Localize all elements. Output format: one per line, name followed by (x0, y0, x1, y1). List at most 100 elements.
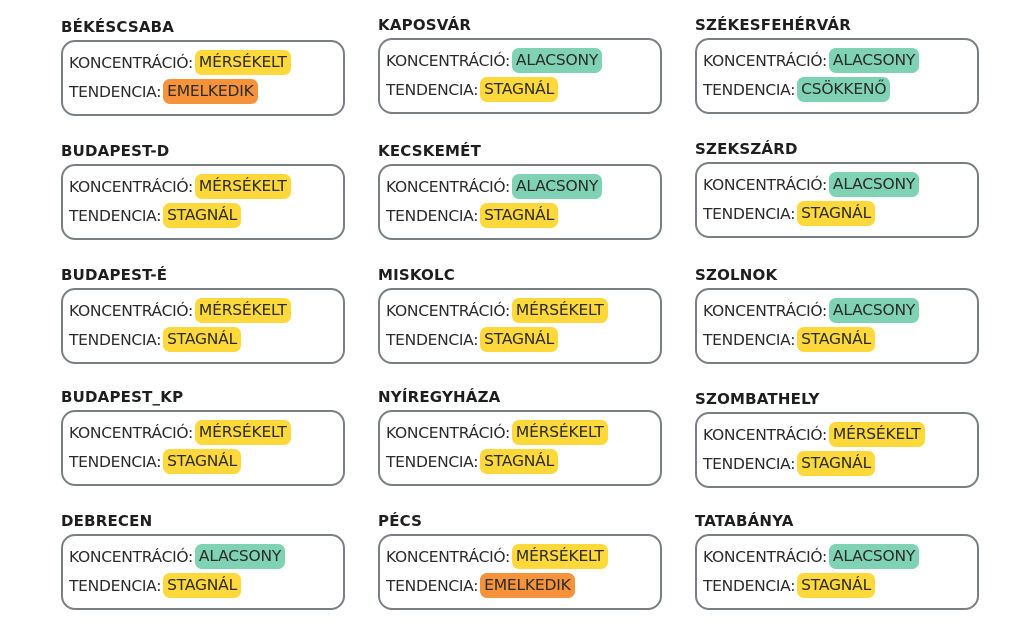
concentration-row: KONCENTRÁCIÓ: ALACSONY (69, 542, 343, 571)
trend-badge: STAGNÁL (480, 77, 559, 102)
trend-label: TENDENCIA: (703, 576, 796, 595)
concentration-label: KONCENTRÁCIÓ: (703, 51, 827, 70)
city-card: KONCENTRÁCIÓ: ALACSONY TENDENCIA: STAGNÁL (695, 162, 979, 238)
concentration-badge: MÉRSÉKELT (194, 174, 291, 199)
city-name: MISKOLC (378, 266, 455, 284)
city-name: BUDAPEST_KP (61, 388, 184, 406)
trend-badge: STAGNÁL (480, 449, 559, 474)
city-name: SZOLNOK (695, 266, 778, 284)
trend-badge: STAGNÁL (797, 201, 876, 226)
trend-label: TENDENCIA: (386, 80, 479, 99)
trend-badge: STAGNÁL (480, 203, 559, 228)
concentration-label: KONCENTRÁCIÓ: (69, 301, 193, 320)
concentration-row: KONCENTRÁCIÓ: ALACSONY (386, 46, 660, 75)
city-block-kecskemet: KECSKEMÉT KONCENTRÁCIÓ: ALACSONY TENDENCI… (378, 142, 668, 240)
city-name: BUDAPEST-É (61, 266, 168, 284)
city-block-bekescsaba: BÉKÉSCSABA KONCENTRÁCIÓ: MÉRSÉKELT TENDEN… (61, 18, 351, 116)
trend-row: TENDENCIA: STAGNÁL (386, 201, 660, 230)
city-block-pecs: PÉCS KONCENTRÁCIÓ: MÉRSÉKELT TENDENCIA: EM… (378, 512, 668, 610)
trend-badge: CSÖKKENŐ (797, 77, 891, 102)
trend-label: TENDENCIA: (386, 330, 479, 349)
concentration-label: KONCENTRÁCIÓ: (69, 53, 193, 72)
concentration-row: KONCENTRÁCIÓ: MÉRSÉKELT (69, 172, 343, 201)
city-card: KONCENTRÁCIÓ: MÉRSÉKELT TENDENCIA: EMELKED… (378, 534, 662, 610)
concentration-label: KONCENTRÁCIÓ: (703, 547, 827, 566)
trend-badge: EMELKEDIK (480, 573, 575, 598)
concentration-badge: ALACSONY (194, 544, 286, 569)
city-card: KONCENTRÁCIÓ: MÉRSÉKELT TENDENCIA: STAGNÁL (61, 288, 345, 364)
concentration-badge: ALACSONY (828, 298, 920, 323)
concentration-label: KONCENTRÁCIÓ: (703, 175, 827, 194)
city-block-debrecen: DEBRECEN KONCENTRÁCIÓ: ALACSONY TENDENCIA… (61, 512, 351, 610)
trend-row: TENDENCIA: STAGNÁL (703, 325, 977, 354)
city-block-szekszard: SZEKSZÁRD KONCENTRÁCIÓ: ALACSONY TENDENCI… (695, 140, 985, 238)
city-card: KONCENTRÁCIÓ: MÉRSÉKELT TENDENCIA: STAGNÁL (61, 410, 345, 486)
city-card: KONCENTRÁCIÓ: MÉRSÉKELT TENDENCIA: STAGNÁL (378, 288, 662, 364)
trend-label: TENDENCIA: (703, 454, 796, 473)
city-card: KONCENTRÁCIÓ: ALACSONY TENDENCIA: STAGNÁL (695, 288, 979, 364)
trend-badge: STAGNÁL (797, 573, 876, 598)
trend-label: TENDENCIA: (69, 452, 162, 471)
trend-row: TENDENCIA: CSÖKKENŐ (703, 75, 977, 104)
trend-label: TENDENCIA: (703, 80, 796, 99)
concentration-label: KONCENTRÁCIÓ: (69, 423, 193, 442)
concentration-row: KONCENTRÁCIÓ: ALACSONY (703, 46, 977, 75)
concentration-badge: ALACSONY (828, 48, 920, 73)
trend-label: TENDENCIA: (386, 576, 479, 595)
trend-label: TENDENCIA: (386, 452, 479, 471)
concentration-badge: MÉRSÉKELT (511, 298, 608, 323)
trend-row: TENDENCIA: EMELKEDIK (69, 77, 343, 106)
city-card: KONCENTRÁCIÓ: ALACSONY TENDENCIA: STAGNÁL (378, 38, 662, 114)
concentration-badge: MÉRSÉKELT (194, 50, 291, 75)
concentration-label: KONCENTRÁCIÓ: (386, 51, 510, 70)
city-card: KONCENTRÁCIÓ: ALACSONY TENDENCIA: STAGNÁL (378, 164, 662, 240)
trend-badge: STAGNÁL (163, 573, 242, 598)
concentration-row: KONCENTRÁCIÓ: MÉRSÉKELT (69, 418, 343, 447)
concentration-row: KONCENTRÁCIÓ: MÉRSÉKELT (703, 420, 977, 449)
concentration-badge: MÉRSÉKELT (194, 298, 291, 323)
city-card: KONCENTRÁCIÓ: MÉRSÉKELT TENDENCIA: STAGNÁL (695, 412, 979, 488)
trend-label: TENDENCIA: (69, 82, 162, 101)
concentration-badge: ALACSONY (828, 172, 920, 197)
trend-label: TENDENCIA: (69, 576, 162, 595)
city-block-szolnok: SZOLNOK KONCENTRÁCIÓ: ALACSONY TENDENCIA:… (695, 266, 985, 364)
concentration-label: KONCENTRÁCIÓ: (386, 547, 510, 566)
concentration-label: KONCENTRÁCIÓ: (386, 301, 510, 320)
trend-badge: STAGNÁL (163, 203, 242, 228)
concentration-row: KONCENTRÁCIÓ: ALACSONY (703, 296, 977, 325)
trend-label: TENDENCIA: (69, 330, 162, 349)
concentration-label: KONCENTRÁCIÓ: (703, 425, 827, 444)
city-block-kaposvar: KAPOSVÁR KONCENTRÁCIÓ: ALACSONY TENDENCIA… (378, 16, 668, 114)
concentration-row: KONCENTRÁCIÓ: MÉRSÉKELT (69, 48, 343, 77)
concentration-badge: ALACSONY (511, 174, 603, 199)
concentration-label: KONCENTRÁCIÓ: (69, 177, 193, 196)
city-block-budapest-e: BUDAPEST-É KONCENTRÁCIÓ: MÉRSÉKELT TENDEN… (61, 266, 351, 364)
city-name: SZOMBATHELY (695, 390, 820, 408)
city-block-budapest-kp: BUDAPEST_KP KONCENTRÁCIÓ: MÉRSÉKELT TENDE… (61, 388, 351, 486)
trend-row: TENDENCIA: STAGNÁL (703, 199, 977, 228)
concentration-badge: MÉRSÉKELT (194, 420, 291, 445)
city-name: BÉKÉSCSABA (61, 18, 175, 36)
concentration-label: KONCENTRÁCIÓ: (386, 177, 510, 196)
concentration-row: KONCENTRÁCIÓ: MÉRSÉKELT (386, 296, 660, 325)
city-card: KONCENTRÁCIÓ: ALACSONY TENDENCIA: CSÖKKENŐ (695, 38, 979, 114)
trend-row: TENDENCIA: STAGNÁL (386, 325, 660, 354)
concentration-badge: MÉRSÉKELT (828, 422, 925, 447)
city-name: BUDAPEST-D (61, 142, 170, 160)
trend-row: TENDENCIA: STAGNÁL (386, 447, 660, 476)
trend-row: TENDENCIA: STAGNÁL (69, 447, 343, 476)
city-card: KONCENTRÁCIÓ: MÉRSÉKELT TENDENCIA: EMELKED… (61, 40, 345, 116)
trend-badge: STAGNÁL (797, 451, 876, 476)
trend-badge: STAGNÁL (163, 327, 242, 352)
trend-row: TENDENCIA: STAGNÁL (703, 449, 977, 478)
city-card: KONCENTRÁCIÓ: ALACSONY TENDENCIA: STAGNÁL (695, 534, 979, 610)
city-name: KAPOSVÁR (378, 16, 472, 34)
concentration-badge: ALACSONY (511, 48, 603, 73)
trend-badge: EMELKEDIK (163, 79, 258, 104)
trend-badge: STAGNÁL (480, 327, 559, 352)
trend-label: TENDENCIA: (69, 206, 162, 225)
city-name: KECSKEMÉT (378, 142, 482, 160)
trend-label: TENDENCIA: (703, 330, 796, 349)
city-name: TATABÁNYA (695, 512, 794, 530)
city-card: KONCENTRÁCIÓ: MÉRSÉKELT TENDENCIA: STAGNÁL (378, 410, 662, 486)
